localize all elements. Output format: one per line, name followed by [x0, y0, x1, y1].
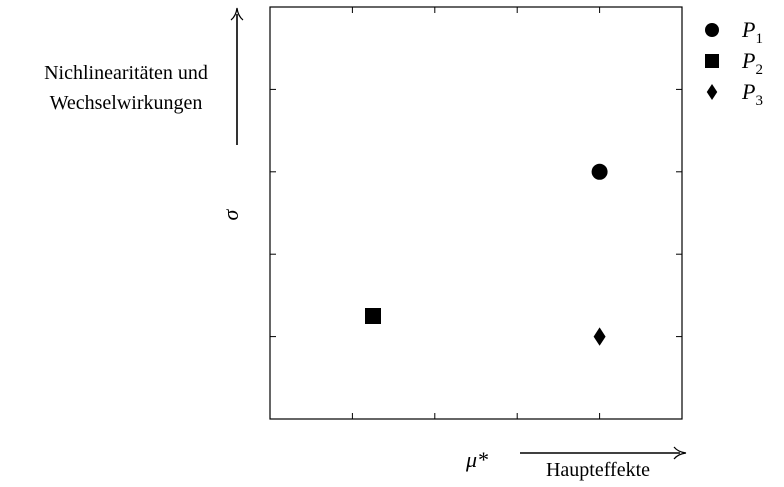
x-axis-symbol: μ*	[465, 447, 488, 472]
legend-marker-p2	[705, 54, 719, 68]
legend-marker-p1	[705, 23, 719, 37]
legend-label-p3: P3	[741, 79, 763, 109]
data-markers	[365, 163, 608, 346]
y-arrow-label-line-2: Wechselwirkungen	[49, 92, 203, 114]
legend-label-p1: P1	[741, 17, 763, 47]
y-arrow	[230, 7, 244, 145]
data-point-p3	[593, 327, 606, 346]
y-arrow-label: Nichlinearitäten und Wechselwirkungen	[0, 58, 252, 118]
axis-ticks	[270, 7, 682, 419]
plot-area	[269, 6, 683, 420]
legend-marker-p3	[706, 83, 718, 101]
legend-label-p2: P2	[741, 48, 763, 78]
data-point-p1	[591, 163, 608, 180]
data-point-p2	[365, 308, 381, 324]
x-arrow	[520, 446, 687, 460]
y-arrow-label-line-1: Nichlinearitäten und	[44, 62, 208, 84]
y-axis-symbol: σ	[218, 208, 243, 220]
x-arrow-label: Haupteffekte	[546, 459, 650, 481]
